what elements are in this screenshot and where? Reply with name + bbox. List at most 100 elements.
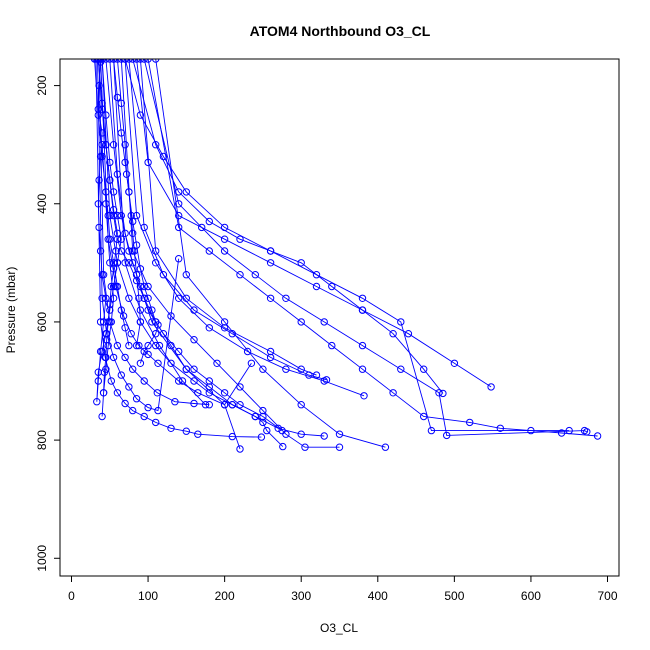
- data-point: [140, 377, 148, 385]
- data-point: [117, 99, 126, 108]
- data-point: [358, 306, 367, 314]
- series-line: [96, 59, 122, 402]
- data-point: [144, 294, 152, 302]
- data-point: [190, 365, 198, 373]
- data-point: [266, 353, 275, 362]
- data-point: [152, 318, 160, 326]
- data-point: [109, 141, 118, 149]
- data-point: [113, 341, 122, 350]
- series-9: [132, 59, 495, 391]
- series-line: [113, 59, 159, 364]
- data-point: [389, 389, 397, 397]
- data-point: [106, 300, 114, 308]
- x-tick-label: 600: [521, 589, 541, 603]
- data-point: [109, 294, 118, 302]
- data-point: [152, 330, 160, 338]
- data-point: [117, 235, 126, 243]
- data-point: [136, 282, 145, 291]
- series-4: [113, 59, 145, 350]
- series-1: [93, 59, 126, 406]
- data-point: [99, 271, 108, 279]
- data-point: [320, 432, 328, 440]
- data-point: [132, 211, 141, 220]
- data-point: [106, 211, 114, 220]
- data-point: [144, 350, 152, 359]
- data-point: [113, 389, 122, 397]
- data-point: [282, 294, 290, 302]
- data-point: [140, 282, 148, 291]
- data-point: [119, 312, 128, 320]
- data-point: [228, 432, 237, 441]
- series-14: [102, 59, 328, 440]
- data-point: [496, 424, 504, 432]
- data-point: [106, 158, 114, 167]
- data-point: [266, 247, 275, 255]
- data-point: [136, 318, 145, 326]
- data-point: [297, 259, 305, 267]
- series-15: [106, 59, 286, 435]
- data-point: [328, 341, 336, 350]
- series-11: [144, 59, 602, 440]
- data-point: [175, 294, 183, 302]
- data-point: [190, 336, 198, 344]
- data-point: [220, 389, 229, 397]
- data-point: [190, 377, 198, 385]
- series-24: [109, 59, 210, 409]
- data-point: [113, 170, 122, 178]
- data-point: [397, 365, 405, 373]
- series-20: [92, 59, 266, 441]
- series-8: [129, 59, 447, 398]
- series-23: [121, 59, 368, 400]
- data-point: [228, 330, 237, 338]
- data-point: [263, 426, 271, 435]
- data-point: [155, 341, 164, 350]
- series-line: [128, 59, 327, 381]
- data-point: [220, 401, 229, 409]
- data-point: [148, 318, 156, 326]
- data-point: [117, 371, 126, 379]
- data-point: [101, 353, 109, 362]
- data-point: [136, 111, 145, 119]
- data-point: [96, 318, 105, 326]
- data-point: [109, 259, 118, 267]
- data-point: [175, 200, 183, 208]
- x-tick-label: 0: [68, 589, 75, 603]
- data-point: [106, 59, 114, 63]
- series-line: [147, 59, 598, 437]
- data-point: [152, 59, 160, 63]
- data-point: [527, 426, 535, 435]
- data-point: [205, 377, 214, 385]
- data-point: [278, 426, 286, 435]
- series-21: [136, 59, 321, 379]
- series-18: [95, 59, 214, 409]
- y-tick-label: 200: [35, 75, 49, 95]
- data-point: [194, 389, 202, 397]
- data-point: [125, 341, 133, 350]
- data-point: [194, 430, 202, 438]
- data-point: [121, 399, 129, 408]
- data-point: [152, 418, 160, 427]
- data-point: [136, 265, 145, 273]
- data-point: [106, 259, 114, 267]
- series-5: [90, 59, 133, 350]
- data-point: [109, 353, 118, 362]
- data-point: [140, 294, 148, 302]
- data-point: [129, 229, 137, 238]
- data-point: [132, 59, 141, 63]
- data-point: [335, 443, 344, 451]
- data-point: [205, 247, 214, 255]
- data-point: [93, 398, 101, 406]
- data-point: [320, 377, 328, 385]
- y-axis-label: Pressure (mbar): [4, 267, 18, 354]
- data-point: [109, 282, 118, 291]
- data-point: [154, 406, 162, 415]
- data-point: [98, 152, 106, 161]
- axes: 0 100 200 300 400 500 600 700 200 400 600 800 1000: [35, 75, 618, 603]
- data-point: [159, 271, 168, 279]
- data-point: [175, 347, 183, 356]
- data-point: [144, 59, 152, 63]
- data-point: [228, 401, 237, 409]
- data-point: [178, 377, 187, 385]
- data-point: [129, 406, 137, 415]
